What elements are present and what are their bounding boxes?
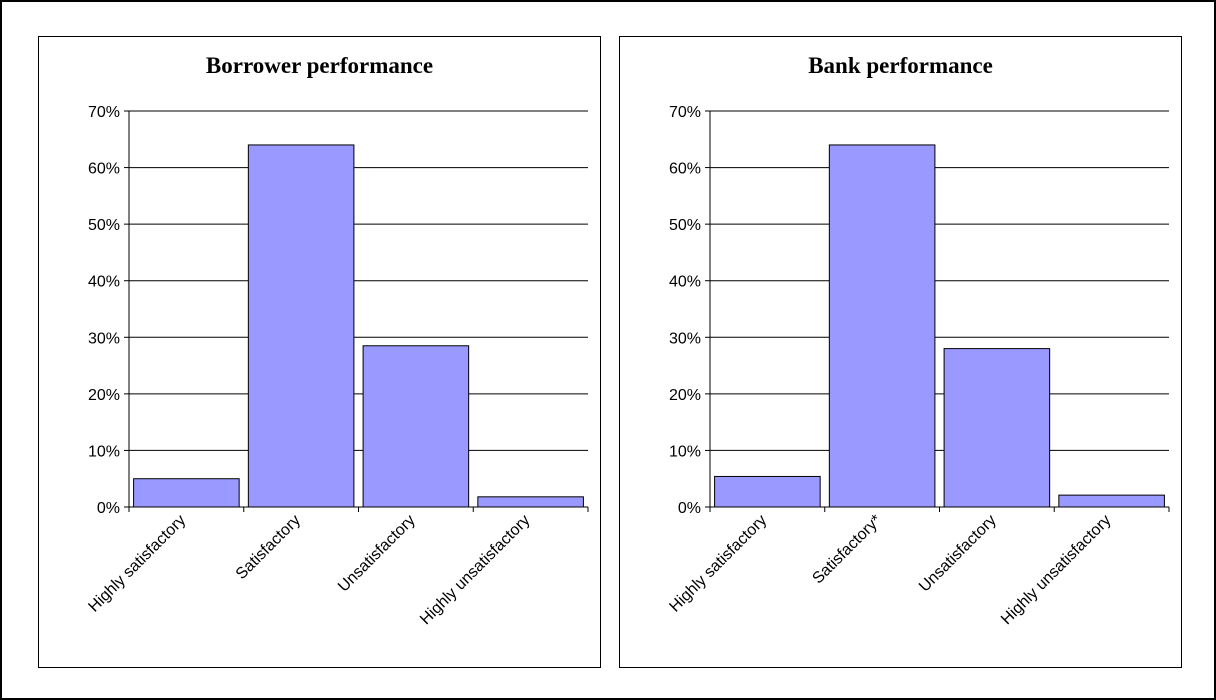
- chart-title: Borrower performance: [205, 53, 434, 78]
- x-category-label: Unsatisfactory: [916, 512, 1000, 596]
- bar: [828, 144, 936, 508]
- borrower-performance-chart: Borrower performance 0% 10% 20% 30% 40% 50% 60…: [38, 36, 601, 668]
- y-tick-label: 0%: [97, 500, 120, 517]
- y-tick-label: 10%: [88, 443, 120, 460]
- y-tick-label: 30%: [88, 330, 120, 347]
- y-tick-label: 70%: [88, 104, 120, 121]
- borrower-chart-plot: 0% 10% 20% 30% 40% 50% 60% 70% Highly satisfacto…: [85, 104, 589, 628]
- chart-title: Bank performance: [808, 53, 993, 78]
- bank-chart-plot: 0% 10% 20% 30% 40% 50% 60% 70% Highly satisfacto…: [666, 104, 1170, 628]
- bar: [362, 345, 470, 508]
- y-tick-label: 60%: [88, 161, 120, 178]
- bar: [1058, 494, 1165, 508]
- x-category-label: Highly satisfactory: [666, 512, 770, 616]
- y-tick-label: 60%: [669, 161, 701, 178]
- bank-performance-chart: Bank performance 0% 10% 20% 30% 40% 50% 60% 70%…: [619, 36, 1182, 668]
- x-category-label: Satisfactory: [233, 512, 304, 583]
- y-tick-label: 30%: [669, 330, 701, 347]
- bar: [714, 475, 821, 508]
- y-tick-label: 50%: [88, 217, 120, 234]
- x-category-label: Highly unsatisfactory: [998, 512, 1114, 628]
- bar: [943, 348, 1051, 508]
- x-category-label: Satisfactory*: [809, 512, 885, 588]
- y-tick-label: 20%: [88, 387, 120, 404]
- x-category-label: Highly satisfactory: [85, 512, 189, 616]
- y-tick-label: 40%: [88, 274, 120, 291]
- x-category-label: Unsatisfactory: [335, 512, 419, 596]
- bar: [477, 496, 584, 508]
- y-tick-label: 10%: [669, 443, 701, 460]
- y-tick-label: 40%: [669, 274, 701, 291]
- x-category-label: Highly unsatisfactory: [417, 512, 533, 628]
- y-tick-label: 0%: [678, 500, 701, 517]
- bar: [133, 478, 240, 508]
- y-tick-label: 50%: [669, 217, 701, 234]
- y-tick-label: 70%: [669, 104, 701, 121]
- y-tick-label: 20%: [669, 387, 701, 404]
- bar: [247, 144, 355, 508]
